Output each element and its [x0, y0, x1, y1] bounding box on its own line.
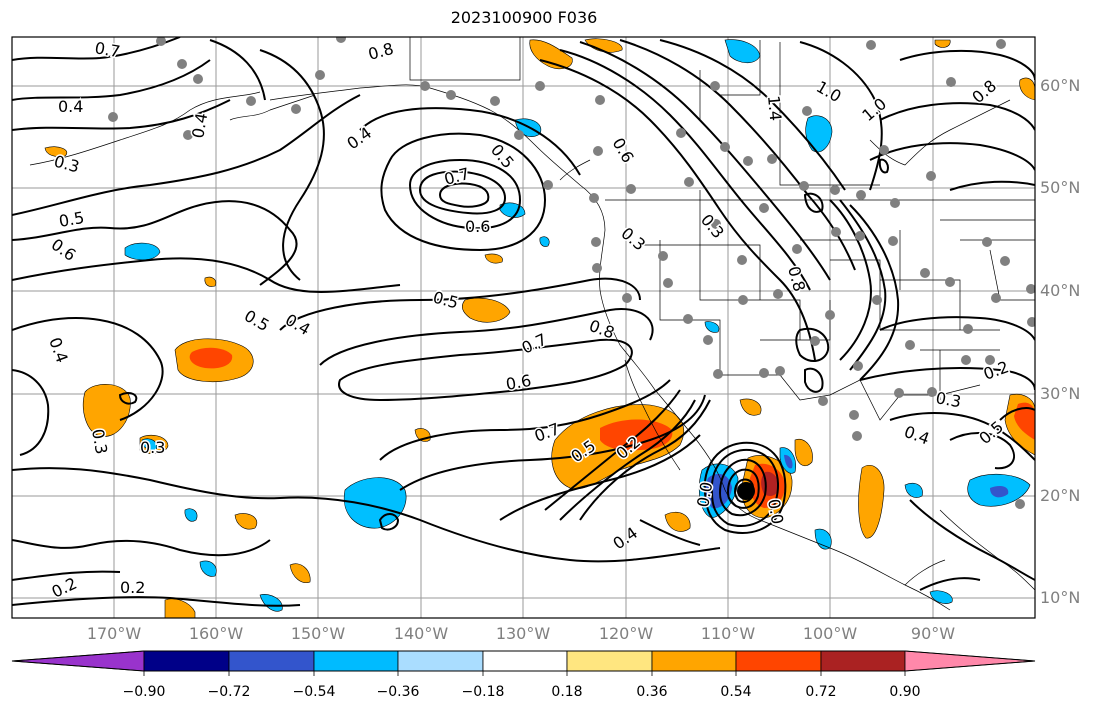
- colorbar-tick-label: 0.54: [720, 684, 752, 700]
- lat-label: 30°N: [1040, 384, 1081, 403]
- colorbar-segment: [820, 650, 906, 672]
- colorbar-segment: [651, 650, 737, 672]
- station-markers: [108, 37, 1035, 509]
- lon-label: 160°W: [188, 624, 244, 643]
- colorbar: [11, 650, 1036, 676]
- lon-label: 110°W: [700, 624, 756, 643]
- lat-label: 20°N: [1040, 486, 1081, 505]
- colorbar-tick-label: −0.54: [292, 684, 336, 700]
- colorbar-segment: [11, 650, 145, 672]
- lon-label: 120°W: [598, 624, 654, 643]
- contour-label: 0.4: [58, 97, 83, 116]
- colorbar-segment: [143, 650, 230, 672]
- colorbar-tick-label: −0.90: [122, 684, 166, 700]
- contour-label: 0.0: [693, 480, 716, 508]
- contour-label: 0.3: [140, 438, 165, 457]
- lat-label: 50°N: [1040, 178, 1081, 197]
- lon-label: 90°W: [910, 624, 956, 643]
- colorbar-tick-label: −0.36: [376, 684, 420, 700]
- colorbar-segment: [313, 650, 399, 672]
- contour-label: 0.3: [52, 152, 82, 177]
- contour-label: 0.5: [57, 208, 85, 231]
- map-frame: [11, 36, 1036, 619]
- lon-label: 130°W: [495, 624, 551, 643]
- colorbar-tick-label: 0.18: [551, 684, 583, 700]
- contour-label: 0.2: [120, 578, 145, 597]
- colorbar-tick-label: 0.72: [805, 684, 837, 700]
- lon-label: 140°W: [393, 624, 449, 643]
- colorbar-tick-label: −0.72: [207, 684, 251, 700]
- storm-center-marker: [737, 482, 755, 500]
- lon-label: 100°W: [802, 624, 858, 643]
- contour-label: 0.6: [465, 217, 490, 236]
- contour-label: 1.4: [764, 95, 785, 122]
- colorbar-segment: [482, 650, 568, 672]
- lon-label: 170°W: [86, 624, 142, 643]
- lon-label: 150°W: [290, 624, 346, 643]
- colorbar-segment: [397, 650, 484, 672]
- colorbar-segment: [904, 650, 1036, 672]
- lat-label: 40°N: [1040, 281, 1081, 300]
- colorbar-tick-label: 0.36: [636, 684, 668, 700]
- lat-label: 10°N: [1040, 588, 1081, 607]
- colorbar-tick-label: −0.18: [461, 684, 505, 700]
- lat-label: 60°N: [1040, 76, 1081, 95]
- colorbar-segment: [566, 650, 653, 672]
- contour-label: 0.4: [188, 111, 211, 139]
- colorbar-segment: [735, 650, 822, 672]
- map-title: 2023100900 F036: [450, 8, 598, 27]
- colorbar-segment: [228, 650, 315, 672]
- colorbar-tick-label: 0.90: [889, 684, 921, 700]
- contour-lines: [12, 37, 1035, 607]
- contour-label: 0.3: [88, 427, 111, 455]
